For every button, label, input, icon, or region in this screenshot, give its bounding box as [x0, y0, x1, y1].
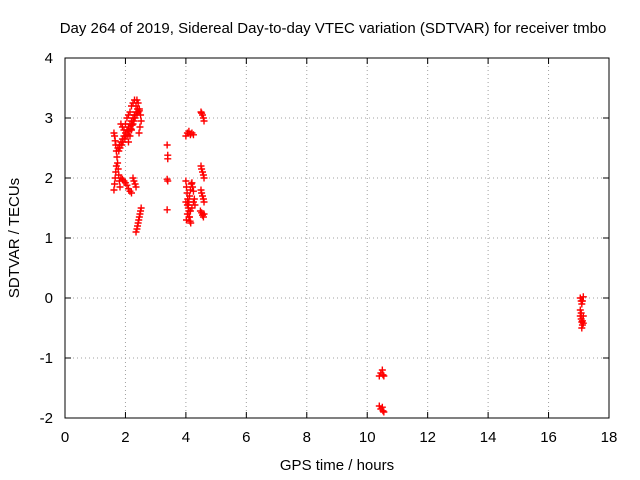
data-point [164, 155, 172, 163]
data-point [191, 201, 199, 209]
data-point [189, 131, 197, 139]
data-point [379, 371, 387, 379]
y-tick-label: 4 [45, 50, 53, 67]
x-tick-label: 18 [601, 429, 618, 446]
data-point [132, 183, 140, 191]
grid [65, 58, 609, 418]
y-tick-label: 0 [45, 290, 53, 307]
x-axis-label: GPS time / hours [280, 457, 394, 474]
data-point [579, 293, 587, 301]
data-point [163, 206, 171, 214]
data-point [129, 120, 137, 128]
data-point [577, 309, 585, 317]
x-axis: 0 2 4 6 8 10 12 14 16 18 [61, 58, 618, 446]
data-point [164, 177, 172, 185]
data-point [137, 111, 145, 119]
data-point [200, 117, 208, 125]
data-point [127, 126, 135, 134]
data-point [126, 132, 134, 140]
y-tick-label: -2 [40, 410, 53, 427]
data-point [112, 168, 120, 176]
data-point [136, 123, 144, 131]
data-point [187, 219, 195, 227]
data-points [110, 96, 587, 416]
data-point [116, 183, 124, 191]
data-point [124, 138, 132, 146]
x-tick-label: 16 [540, 429, 557, 446]
x-tick-label: 8 [303, 429, 311, 446]
data-point [111, 180, 119, 188]
data-point [189, 187, 197, 195]
data-point [380, 408, 388, 416]
data-point [190, 195, 198, 203]
data-point [110, 186, 118, 194]
data-point [186, 192, 194, 200]
data-point [200, 198, 208, 206]
data-point [126, 108, 134, 116]
data-point [121, 120, 129, 128]
data-point [137, 204, 145, 212]
data-point [131, 111, 139, 119]
data-point [135, 129, 143, 137]
x-tick-label: 14 [480, 429, 497, 446]
chart-title: Day 264 of 2019, Sidereal Day-to-day VTE… [60, 20, 607, 37]
data-point [123, 181, 131, 189]
data-point [379, 407, 387, 415]
data-point [578, 324, 586, 332]
data-point [182, 177, 190, 185]
x-tick-label: 6 [242, 429, 250, 446]
x-tick-label: 4 [182, 429, 190, 446]
data-point [578, 297, 586, 305]
data-point [137, 117, 145, 125]
data-point [579, 319, 587, 327]
y-axis-label: SDTVAR / TECUs [6, 178, 23, 298]
data-point [183, 201, 191, 209]
data-point [200, 174, 208, 182]
y-tick-label: 1 [45, 230, 53, 247]
data-point [185, 213, 193, 221]
x-tick-label: 0 [61, 429, 69, 446]
y-axis: -2 -1 0 1 2 3 4 [40, 50, 609, 427]
data-point [182, 183, 190, 191]
data-point [163, 141, 171, 149]
data-point [189, 183, 197, 191]
data-point [135, 105, 143, 113]
x-tick-label: 10 [359, 429, 376, 446]
x-tick-label: 2 [121, 429, 129, 446]
data-point [200, 210, 208, 218]
data-point [112, 162, 120, 170]
data-point [120, 126, 128, 134]
data-point [131, 96, 139, 104]
data-point [113, 153, 121, 161]
y-tick-label: -1 [40, 350, 53, 367]
y-tick-label: 2 [45, 170, 53, 187]
y-tick-label: 3 [45, 110, 53, 127]
x-tick-label: 12 [419, 429, 436, 446]
data-point [127, 189, 135, 197]
data-point [380, 372, 388, 380]
